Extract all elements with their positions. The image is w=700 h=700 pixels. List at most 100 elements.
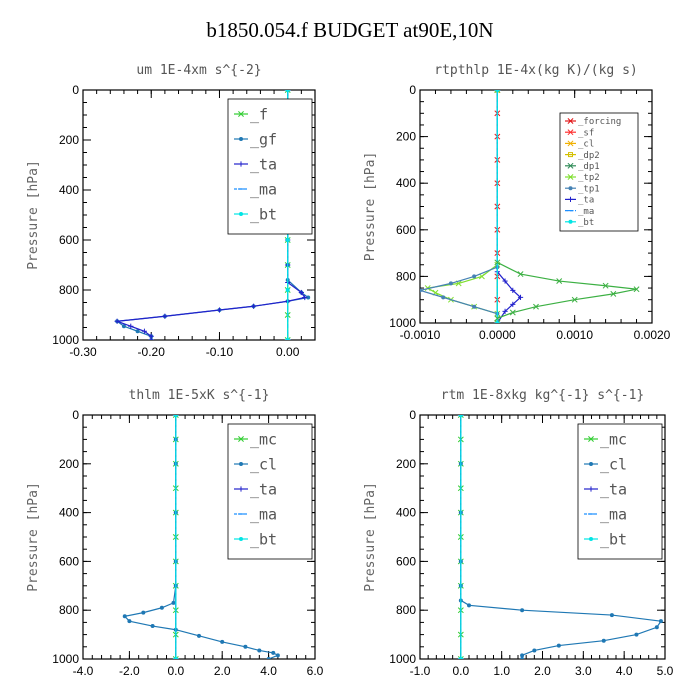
series-line-extra — [497, 261, 637, 319]
data-point-bt — [285, 238, 290, 242]
legend-marker-ta — [567, 196, 574, 202]
y-tick-label: 600 — [396, 554, 416, 568]
x-tick-label: 3.0 — [575, 664, 592, 678]
legend-label-cl: _cl — [600, 455, 627, 473]
legend-marker-f — [238, 111, 244, 117]
legend-box — [577, 423, 663, 560]
x-tick-label: 0.0020 — [634, 328, 671, 342]
x-tick-label: 0.0 — [452, 664, 469, 678]
data-point-extra — [556, 278, 563, 285]
legend-marker-bt — [568, 219, 573, 224]
y-tick-label: 600 — [59, 554, 79, 568]
legend: _mc _cl _ta _ma _bt — [227, 423, 313, 560]
y-tick-label: 1000 — [389, 316, 416, 330]
data-point-cl — [532, 648, 537, 653]
y-tick-label: 0 — [72, 83, 79, 97]
data-point-cl — [556, 643, 561, 648]
legend: _mc _cl _ta _ma _bt — [577, 423, 663, 560]
data-point-bt — [173, 415, 178, 417]
legend-label-f: _f — [250, 105, 268, 123]
x-tick-label: 0.0 — [167, 664, 184, 678]
data-point-extra — [509, 309, 516, 316]
data-point-ta — [250, 303, 257, 309]
x-tick-label: -2.0 — [119, 664, 140, 678]
legend-label-tp2: _tp2 — [578, 173, 600, 183]
data-point-cl — [520, 608, 525, 613]
legend-label-bt: _bt — [250, 530, 277, 548]
panel-um: um 1E-4xm s^{-2} Pressure [hPa] 0 200 400 6… — [26, 63, 316, 359]
data-point-tp2 — [478, 273, 485, 280]
x-tick-label: 4.0 — [260, 664, 277, 678]
x-tick-label: -1.0 — [410, 664, 431, 678]
data-point-extra — [602, 282, 609, 289]
x-tick-label: 0.0010 — [556, 328, 593, 342]
data-point-ta — [162, 313, 168, 319]
y-tick-label: 800 — [396, 603, 416, 617]
legend-label-ta: _ta — [250, 480, 277, 498]
panel-thlm: thlm 1E-5xK s^{-1} Pressure [hPa] 0 200 40… — [26, 388, 324, 678]
y-axis-label-rtm: Pressure [hPa] — [363, 482, 378, 592]
data-point-cl — [271, 650, 276, 655]
data-point-cl — [266, 657, 271, 659]
data-point-extra — [633, 286, 640, 293]
legend-marker-tp1 — [568, 186, 573, 191]
legend-box — [227, 423, 313, 560]
data-point-ta — [128, 323, 134, 329]
data-point-bt — [173, 657, 178, 659]
legend-label-ta: _ta — [600, 480, 627, 498]
data-point-ta — [298, 289, 304, 296]
y-tick-label: 800 — [59, 283, 79, 297]
data-point-bt — [285, 288, 290, 292]
legend-marker-forcing — [567, 118, 574, 124]
legend-label-ma: _ma — [600, 505, 627, 523]
x-tick-label: 4.0 — [616, 664, 633, 678]
y-tick-label: 400 — [59, 506, 79, 520]
series-line-tp1 — [420, 90, 498, 323]
series-line-tp2 — [425, 90, 498, 323]
data-point-bt — [458, 657, 463, 659]
series-group — [457, 415, 663, 659]
data-point-ta — [510, 301, 516, 307]
legend: _forcing_sf _cl_dp2_dp1_tp2_tp1 _ta_ma_bt — [559, 112, 639, 232]
panel-title-rtpthlp: rtpthlp 1E-4x(kg K)/(kg s) — [434, 63, 638, 78]
data-point-cl — [243, 644, 248, 649]
data-point-bt — [285, 90, 290, 92]
data-point-cl — [634, 632, 639, 637]
legend-marker-mc — [588, 436, 594, 442]
data-point-ta — [502, 308, 508, 314]
y-axis-label-thlm: Pressure [hPa] — [26, 482, 41, 592]
data-point-mc — [457, 415, 464, 418]
data-point-extra — [494, 259, 501, 266]
y-tick-label: 1000 — [389, 652, 416, 666]
legend-label-cl: _cl — [578, 140, 594, 150]
data-point-cl — [654, 625, 659, 630]
data-point-ta — [510, 287, 516, 293]
data-point-bt — [495, 321, 500, 323]
legend-label-tp1: _tp1 — [578, 184, 600, 194]
y-tick-label: 400 — [59, 183, 79, 197]
data-point-ta — [517, 294, 524, 300]
data-point-tp1 — [441, 295, 446, 300]
legend-marker-bt — [239, 212, 243, 216]
legend-label-bt: _bt — [600, 530, 627, 548]
y-tick-label: 200 — [59, 133, 79, 147]
data-point-f — [284, 90, 291, 93]
legend-label-ma: _ma — [578, 207, 594, 217]
data-point-cl — [122, 614, 127, 619]
data-point-cl — [658, 619, 663, 624]
x-tick-label: -0.30 — [69, 345, 97, 359]
data-point-ta — [216, 307, 223, 313]
data-point-ta — [114, 318, 120, 324]
data-point-gf — [121, 324, 126, 329]
y-tick-label: 0 — [72, 408, 79, 422]
legend-label-bt: _bt — [250, 205, 277, 223]
legend-label-dp2: _dp2 — [578, 151, 600, 161]
data-point-cl — [609, 613, 614, 618]
data-point-gf — [306, 295, 311, 300]
data-point-cl — [159, 605, 164, 610]
legend-marker-dp2 — [568, 152, 573, 158]
x-tick-label: 6.0 — [307, 664, 324, 678]
legend-box — [227, 98, 313, 235]
x-tick-label: 2.0 — [534, 664, 551, 678]
